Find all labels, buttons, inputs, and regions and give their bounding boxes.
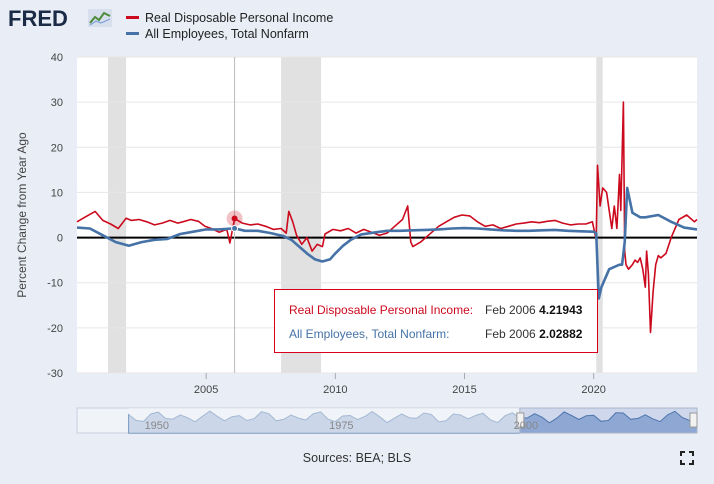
legend-label-series1: Real Disposable Personal Income xyxy=(145,11,334,25)
sources-text: Sources: BEA; BLS xyxy=(302,451,412,465)
x-axis-ticks: 2005 2010 2015 2020 xyxy=(194,373,606,396)
tooltip-label-series2: All Employees, Total Nonfarm: xyxy=(289,327,450,341)
y-tick-label: 30 xyxy=(51,97,63,109)
x-tick-label: 2015 xyxy=(452,384,476,396)
x-tick-label: 2010 xyxy=(323,384,347,396)
header: FRED Real Disposable Personal Income All… xyxy=(0,0,714,48)
x-tick-label: 2005 xyxy=(194,384,218,396)
y-tick-label: 0 xyxy=(57,233,63,245)
y-tick-label: -10 xyxy=(47,278,63,290)
navigator-label: 2000 xyxy=(514,420,538,432)
recession-band-2 xyxy=(596,57,603,373)
series-line-2[interactable] xyxy=(76,186,698,300)
series-lines xyxy=(76,101,698,334)
tooltip-value-series1: Feb 2006 4.21943 xyxy=(485,303,582,317)
tooltip: Real Disposable Personal Income: Feb 200… xyxy=(274,289,598,353)
tooltip-value-series2: Feb 2006 2.02882 xyxy=(485,327,582,341)
chart-line-icon xyxy=(88,9,112,27)
tooltip-number-series1: 4.21943 xyxy=(539,303,583,317)
hover-markers xyxy=(226,210,243,232)
tooltip-date-series1: Feb 2006 xyxy=(485,303,536,317)
navigator-label: 1975 xyxy=(329,420,353,432)
y-tick-label: 40 xyxy=(51,52,63,64)
legend-item-series1[interactable]: Real Disposable Personal Income xyxy=(126,11,333,25)
recession-band-0 xyxy=(108,57,127,373)
legend-swatch-series1 xyxy=(126,16,139,20)
hover-point-series1 xyxy=(231,215,238,222)
y-tick-label: 20 xyxy=(51,142,63,154)
navigator[interactable]: 1950 1975 2000 xyxy=(76,407,698,434)
tooltip-row-series2: All Employees, Total Nonfarm: Feb 2006 2… xyxy=(289,327,582,341)
hover-point-series2 xyxy=(231,224,239,232)
navigator-handle-left[interactable] xyxy=(516,412,525,428)
navigator-selection[interactable] xyxy=(519,407,698,434)
fullscreen-icon[interactable] xyxy=(680,451,694,465)
navigator-label: 1950 xyxy=(145,420,169,432)
tooltip-date-series2: Feb 2006 xyxy=(485,327,536,341)
tooltip-label-series1: Real Disposable Personal Income: xyxy=(289,303,474,317)
y-tick-label: -30 xyxy=(47,368,63,380)
fred-logo[interactable]: FRED xyxy=(8,6,68,31)
tooltip-row-series1: Real Disposable Personal Income: Feb 200… xyxy=(289,303,582,317)
tooltip-number-series2: 2.02882 xyxy=(539,327,583,341)
y-tick-label: -20 xyxy=(47,323,63,335)
x-tick-label: 2020 xyxy=(581,384,605,396)
navigator-mask xyxy=(128,408,520,433)
y-tick-label: 10 xyxy=(51,187,63,199)
legend-swatch-series2 xyxy=(126,32,139,36)
y-axis-label: Percent Change from Year Ago xyxy=(15,132,29,298)
legend-label-series2: All Employees, Total Nonfarm xyxy=(145,27,309,41)
navigator-handle-right[interactable] xyxy=(689,412,698,428)
y-axis-ticks: 40 30 20 10 0 -10 -20 -30 xyxy=(47,52,63,380)
legend-item-series2[interactable]: All Employees, Total Nonfarm xyxy=(126,27,309,41)
